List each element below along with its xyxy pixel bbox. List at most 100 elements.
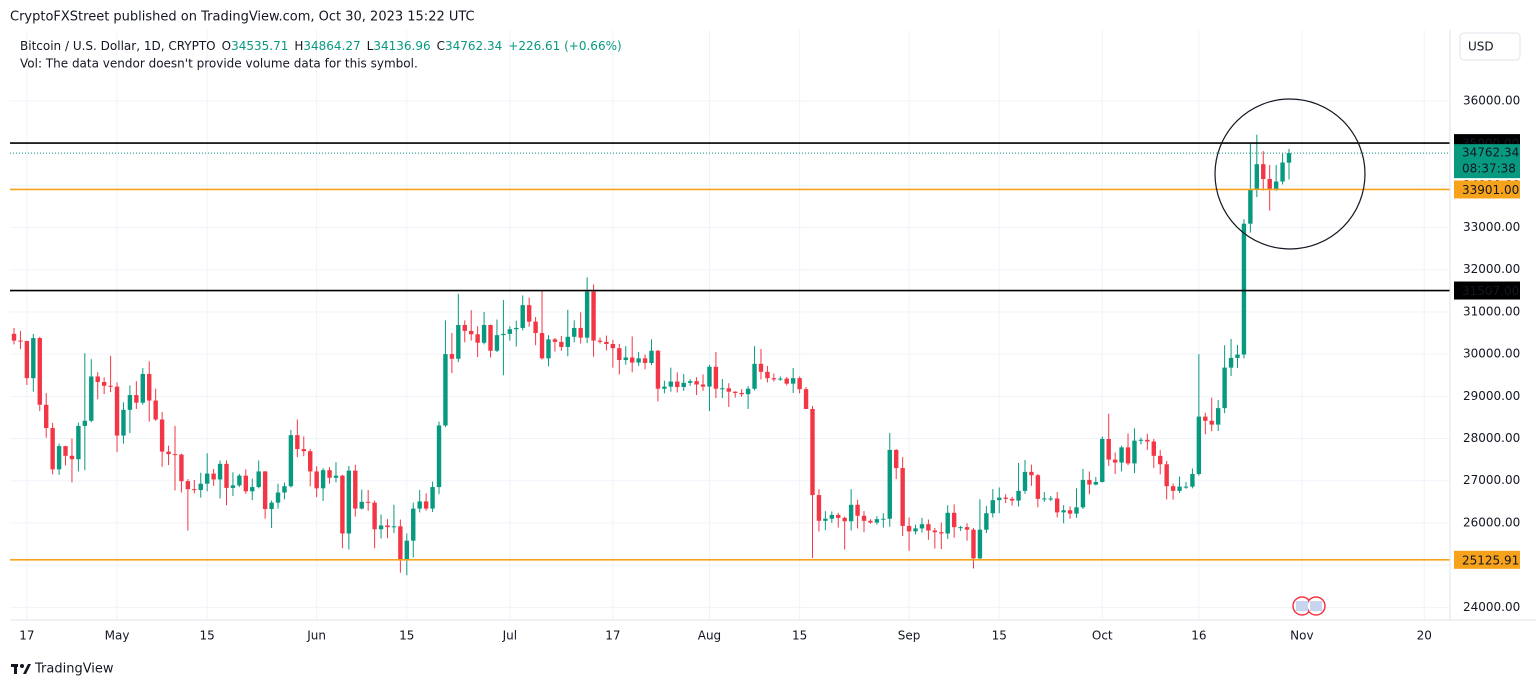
candle-body — [82, 420, 88, 426]
candle-body — [56, 446, 62, 470]
x-tick-label: Jun — [306, 629, 326, 643]
candle-body — [282, 486, 287, 493]
x-tick-label: Nov — [1290, 629, 1313, 643]
level-label-box — [1454, 281, 1520, 300]
candle-body — [765, 371, 770, 379]
candle-body — [456, 325, 461, 359]
candle-body — [1125, 447, 1131, 464]
candle-body — [958, 527, 963, 529]
candle-body — [771, 378, 777, 380]
candle-body — [230, 485, 236, 488]
candle-body — [1164, 464, 1169, 487]
candle-body — [378, 525, 384, 530]
candle-body — [63, 446, 68, 456]
candle-body — [295, 435, 300, 450]
candle-body — [1228, 357, 1234, 368]
candle-body — [430, 487, 435, 509]
candle-body — [1061, 510, 1066, 513]
candle-body — [1280, 162, 1285, 182]
candle-body — [919, 524, 925, 529]
flag-fill — [1310, 601, 1322, 611]
candle-body — [894, 449, 899, 469]
candle-body — [1093, 481, 1099, 485]
y-tick-label: 32000.00 — [1463, 262, 1520, 276]
candle-body — [932, 530, 938, 533]
candle-body — [365, 501, 371, 503]
level-label-box — [1454, 550, 1520, 569]
candle-body — [629, 357, 635, 363]
candle-body — [224, 463, 229, 488]
candle-body — [217, 463, 223, 480]
candle-body — [636, 358, 641, 363]
candle-body — [1177, 486, 1182, 491]
currency-button[interactable] — [1459, 32, 1521, 61]
candle-body — [790, 378, 796, 384]
candle-body — [745, 388, 751, 395]
candle-body — [1248, 189, 1253, 224]
candle-body — [250, 487, 255, 492]
candle-body — [18, 340, 23, 342]
candle-body — [256, 471, 261, 488]
candle-body — [1209, 420, 1214, 425]
ohlc-key: O — [222, 39, 231, 53]
candle-body — [166, 451, 171, 455]
candle-body — [951, 512, 957, 528]
candle-body — [423, 501, 429, 509]
candle-body — [816, 495, 822, 521]
candle-body — [584, 291, 590, 338]
candle-body — [784, 378, 789, 384]
candle-body — [469, 330, 474, 335]
candle-body — [887, 449, 892, 519]
candle-body — [591, 291, 596, 341]
candle-body — [713, 366, 719, 389]
candle-body — [675, 381, 680, 388]
flag-fill — [1296, 601, 1308, 611]
ohlc-value: 34535.71 — [231, 39, 288, 53]
candle-body — [797, 378, 802, 390]
candle-body — [842, 517, 847, 522]
candle-body — [739, 392, 744, 395]
candle-body — [913, 528, 918, 532]
candle-body — [533, 321, 538, 334]
event-flags — [1292, 596, 1326, 616]
candle-body — [655, 350, 661, 389]
candle-body — [108, 385, 113, 387]
candle-body — [572, 327, 577, 337]
ohlc-key: L — [367, 39, 374, 53]
candle-body — [1196, 416, 1202, 474]
candle-body — [1132, 440, 1137, 464]
price-label-box — [1454, 144, 1520, 179]
candle-body — [436, 425, 442, 488]
candle-body — [1267, 178, 1272, 190]
candle-body — [462, 325, 467, 331]
candle-body — [50, 427, 55, 470]
candle-body — [707, 366, 712, 387]
candle-body — [449, 354, 455, 359]
candle-body — [514, 327, 519, 330]
candle-body — [1080, 479, 1086, 508]
candle-body — [1112, 459, 1118, 463]
candle-body — [1241, 223, 1247, 355]
price-label: 34762.34 — [1462, 146, 1519, 160]
candle-body — [1074, 507, 1079, 514]
candle-body — [997, 497, 1002, 501]
candle-body — [185, 481, 191, 490]
candle-body — [494, 335, 500, 351]
candle-body — [668, 381, 674, 387]
candle-body — [417, 501, 422, 509]
candle-body — [114, 386, 120, 436]
candle-body — [192, 489, 197, 491]
x-tick-label: Oct — [1092, 629, 1113, 643]
candle-body — [475, 334, 480, 343]
candle-body — [262, 471, 268, 510]
candle-body — [1087, 479, 1092, 485]
candle-body — [881, 518, 886, 520]
ohlc-value: 34762.34 — [445, 39, 502, 53]
candle-body — [507, 329, 513, 334]
candle-body — [411, 508, 416, 541]
candle-body — [610, 343, 616, 349]
x-tick-label: 15 — [200, 629, 215, 643]
currency-label[interactable]: USD — [1468, 40, 1494, 54]
candle-body — [1222, 367, 1227, 409]
candle-body — [243, 475, 249, 492]
